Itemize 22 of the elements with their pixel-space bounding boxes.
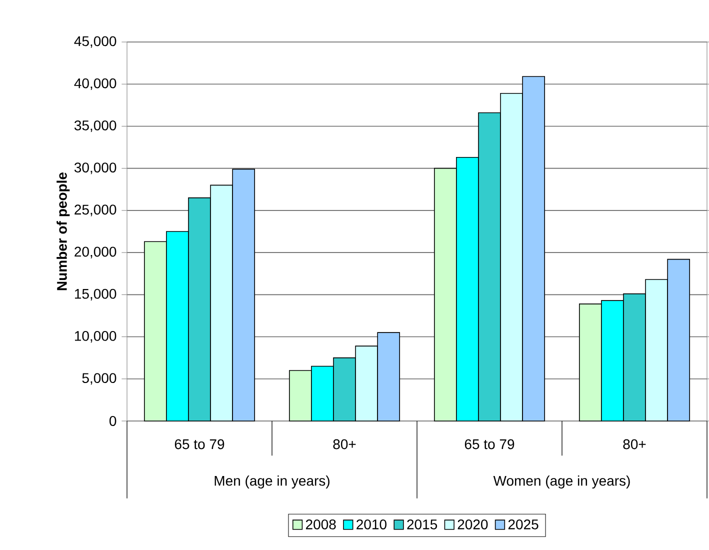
legend-label: 2020 <box>458 519 488 530</box>
y-tick-label: 35,000 <box>74 120 116 132</box>
y-tick-label: 5,000 <box>82 373 116 385</box>
legend-label: 2025 <box>508 519 538 530</box>
legend-label: 2015 <box>407 519 438 530</box>
y-tick-label: 20,000 <box>74 246 116 258</box>
x-tick-label: 80+ <box>623 439 646 450</box>
text: Women (age in years) <box>493 475 630 489</box>
y-tick-label: 30,000 <box>74 162 116 174</box>
y-tick-label: 10,000 <box>74 331 116 343</box>
y-axis-title: Number of people <box>56 172 70 290</box>
legend-label: 2010 <box>356 519 386 530</box>
text: Men (age in years) <box>214 475 330 489</box>
y-tick-label: 40,000 <box>74 78 116 90</box>
y-tick-label: 0 <box>109 416 116 426</box>
y-tick-label: 25,000 <box>74 204 116 216</box>
y-tick-label: 15,000 <box>74 288 116 300</box>
x-tick-label: 65 to 79 <box>464 439 514 450</box>
legend-label: 2008 <box>306 519 336 530</box>
x-tick-label: 65 to 79 <box>174 439 224 450</box>
y-tick-label: 45,000 <box>74 36 116 48</box>
x-tick-label: 80+ <box>333 439 356 450</box>
